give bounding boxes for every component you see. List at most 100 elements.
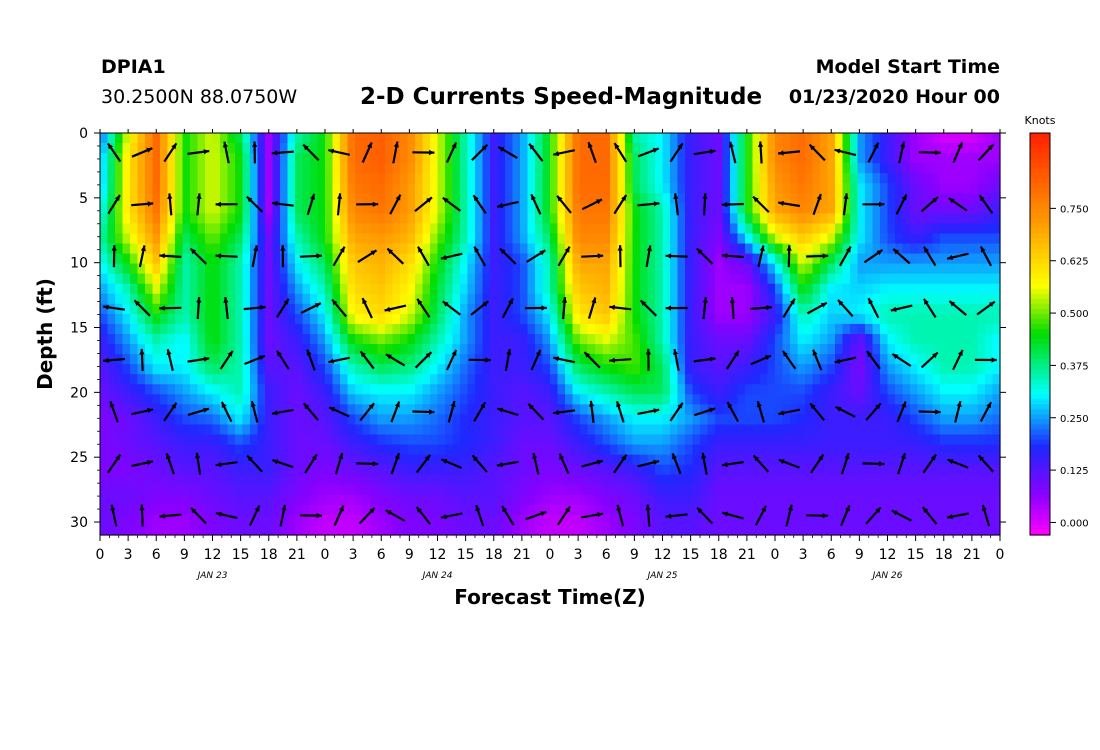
heatmap-cell <box>602 494 611 506</box>
heatmap-cell <box>760 394 769 405</box>
heatmap-cell <box>505 354 514 365</box>
heatmap-cell <box>122 524 131 536</box>
heatmap-cell <box>970 173 979 184</box>
heatmap-cell <box>700 133 709 144</box>
current-arrow-head <box>370 250 377 256</box>
heatmap-cell <box>497 334 506 345</box>
heatmap-cell <box>160 434 169 446</box>
heatmap-cell <box>685 524 694 536</box>
heatmap-cell <box>355 464 364 476</box>
heatmap-cell <box>730 143 739 154</box>
heatmap-cell <box>415 213 424 225</box>
heatmap-cell <box>175 153 184 164</box>
heatmap-cell <box>617 484 626 496</box>
heatmap-cell <box>670 414 679 426</box>
heatmap-cell <box>602 313 611 325</box>
heatmap-cell <box>970 364 979 375</box>
heatmap-cell <box>445 143 454 154</box>
heatmap-cell <box>865 364 874 375</box>
heatmap-cell <box>445 133 454 144</box>
heatmap-cell <box>437 293 446 305</box>
heatmap-cell <box>767 404 776 415</box>
heatmap-cell <box>745 524 754 536</box>
heatmap-cell <box>392 323 401 335</box>
heatmap-cell <box>970 514 979 526</box>
heatmap-cell <box>340 434 349 446</box>
heatmap-cell <box>190 153 199 164</box>
heatmap-cell <box>475 293 484 305</box>
heatmap-cell <box>842 524 851 536</box>
heatmap-cell <box>145 193 154 204</box>
heatmap-cell <box>437 133 446 144</box>
heatmap-cell <box>520 163 529 174</box>
heatmap-cell <box>602 484 611 496</box>
heatmap-cell <box>850 464 859 476</box>
heatmap-cell <box>272 374 281 385</box>
heatmap-cell <box>355 233 364 245</box>
heatmap-cell <box>430 344 439 355</box>
heatmap-cell <box>955 394 964 405</box>
heatmap-cell <box>242 524 251 536</box>
heatmap-cell <box>505 283 514 295</box>
heatmap-cell <box>812 143 821 154</box>
heatmap-cell <box>452 434 461 446</box>
heatmap-cell <box>580 374 589 385</box>
heatmap-cell <box>370 524 379 536</box>
heatmap-cell <box>977 494 986 506</box>
heatmap-cell <box>100 253 109 265</box>
heatmap-cell <box>715 143 724 154</box>
current-arrow-head <box>328 358 335 364</box>
heatmap-cell <box>392 474 401 486</box>
heatmap-cell <box>512 474 521 486</box>
heatmap-cell <box>692 524 701 536</box>
heatmap-cell <box>932 504 941 516</box>
heatmap-cell <box>722 464 731 476</box>
heatmap-cell <box>610 394 619 405</box>
heatmap-cell <box>182 143 191 154</box>
heatmap-cell <box>542 173 551 184</box>
heatmap-cell <box>917 213 926 225</box>
heatmap-cell <box>167 153 176 164</box>
heatmap-cell <box>767 474 776 486</box>
heatmap-cell <box>745 404 754 415</box>
heatmap-cell <box>220 344 229 355</box>
heatmap-cell <box>362 203 371 214</box>
heatmap-cell <box>362 153 371 164</box>
heatmap-cell <box>197 444 206 456</box>
heatmap-cell <box>145 424 154 436</box>
heatmap-cell <box>550 183 559 194</box>
heatmap-cell <box>595 143 604 154</box>
heatmap-cell <box>235 524 244 536</box>
heatmap-cell <box>445 223 454 235</box>
heatmap-cell <box>595 173 604 184</box>
heatmap-cell <box>452 474 461 486</box>
heatmap-cell <box>130 313 139 325</box>
heatmap-cell <box>602 414 611 426</box>
heatmap-cell <box>827 153 836 164</box>
heatmap-cell <box>145 323 154 335</box>
heatmap-cell <box>610 384 619 395</box>
heatmap-cell <box>692 404 701 415</box>
heatmap-cell <box>625 514 634 526</box>
heatmap-cell <box>722 183 731 194</box>
heatmap-cell <box>512 303 521 315</box>
heatmap-cell <box>272 364 281 375</box>
heatmap-cell <box>505 374 514 385</box>
heatmap-cell <box>962 334 971 345</box>
heatmap-cell <box>182 344 191 355</box>
heatmap-cell <box>887 313 896 325</box>
heatmap-cell <box>827 143 836 154</box>
heatmap-cell <box>520 143 529 154</box>
heatmap-cell <box>160 283 169 295</box>
heatmap-cell <box>760 404 769 415</box>
heatmap-cell <box>752 323 761 335</box>
heatmap-cell <box>280 173 289 184</box>
heatmap-cell <box>827 504 836 516</box>
heatmap-cell <box>857 143 866 154</box>
heatmap-cell <box>505 303 514 315</box>
heatmap-cell <box>602 374 611 385</box>
heatmap-cell <box>805 334 814 345</box>
heatmap-cell <box>692 133 701 144</box>
heatmap-cell <box>827 253 836 265</box>
heatmap-cell <box>962 133 971 144</box>
